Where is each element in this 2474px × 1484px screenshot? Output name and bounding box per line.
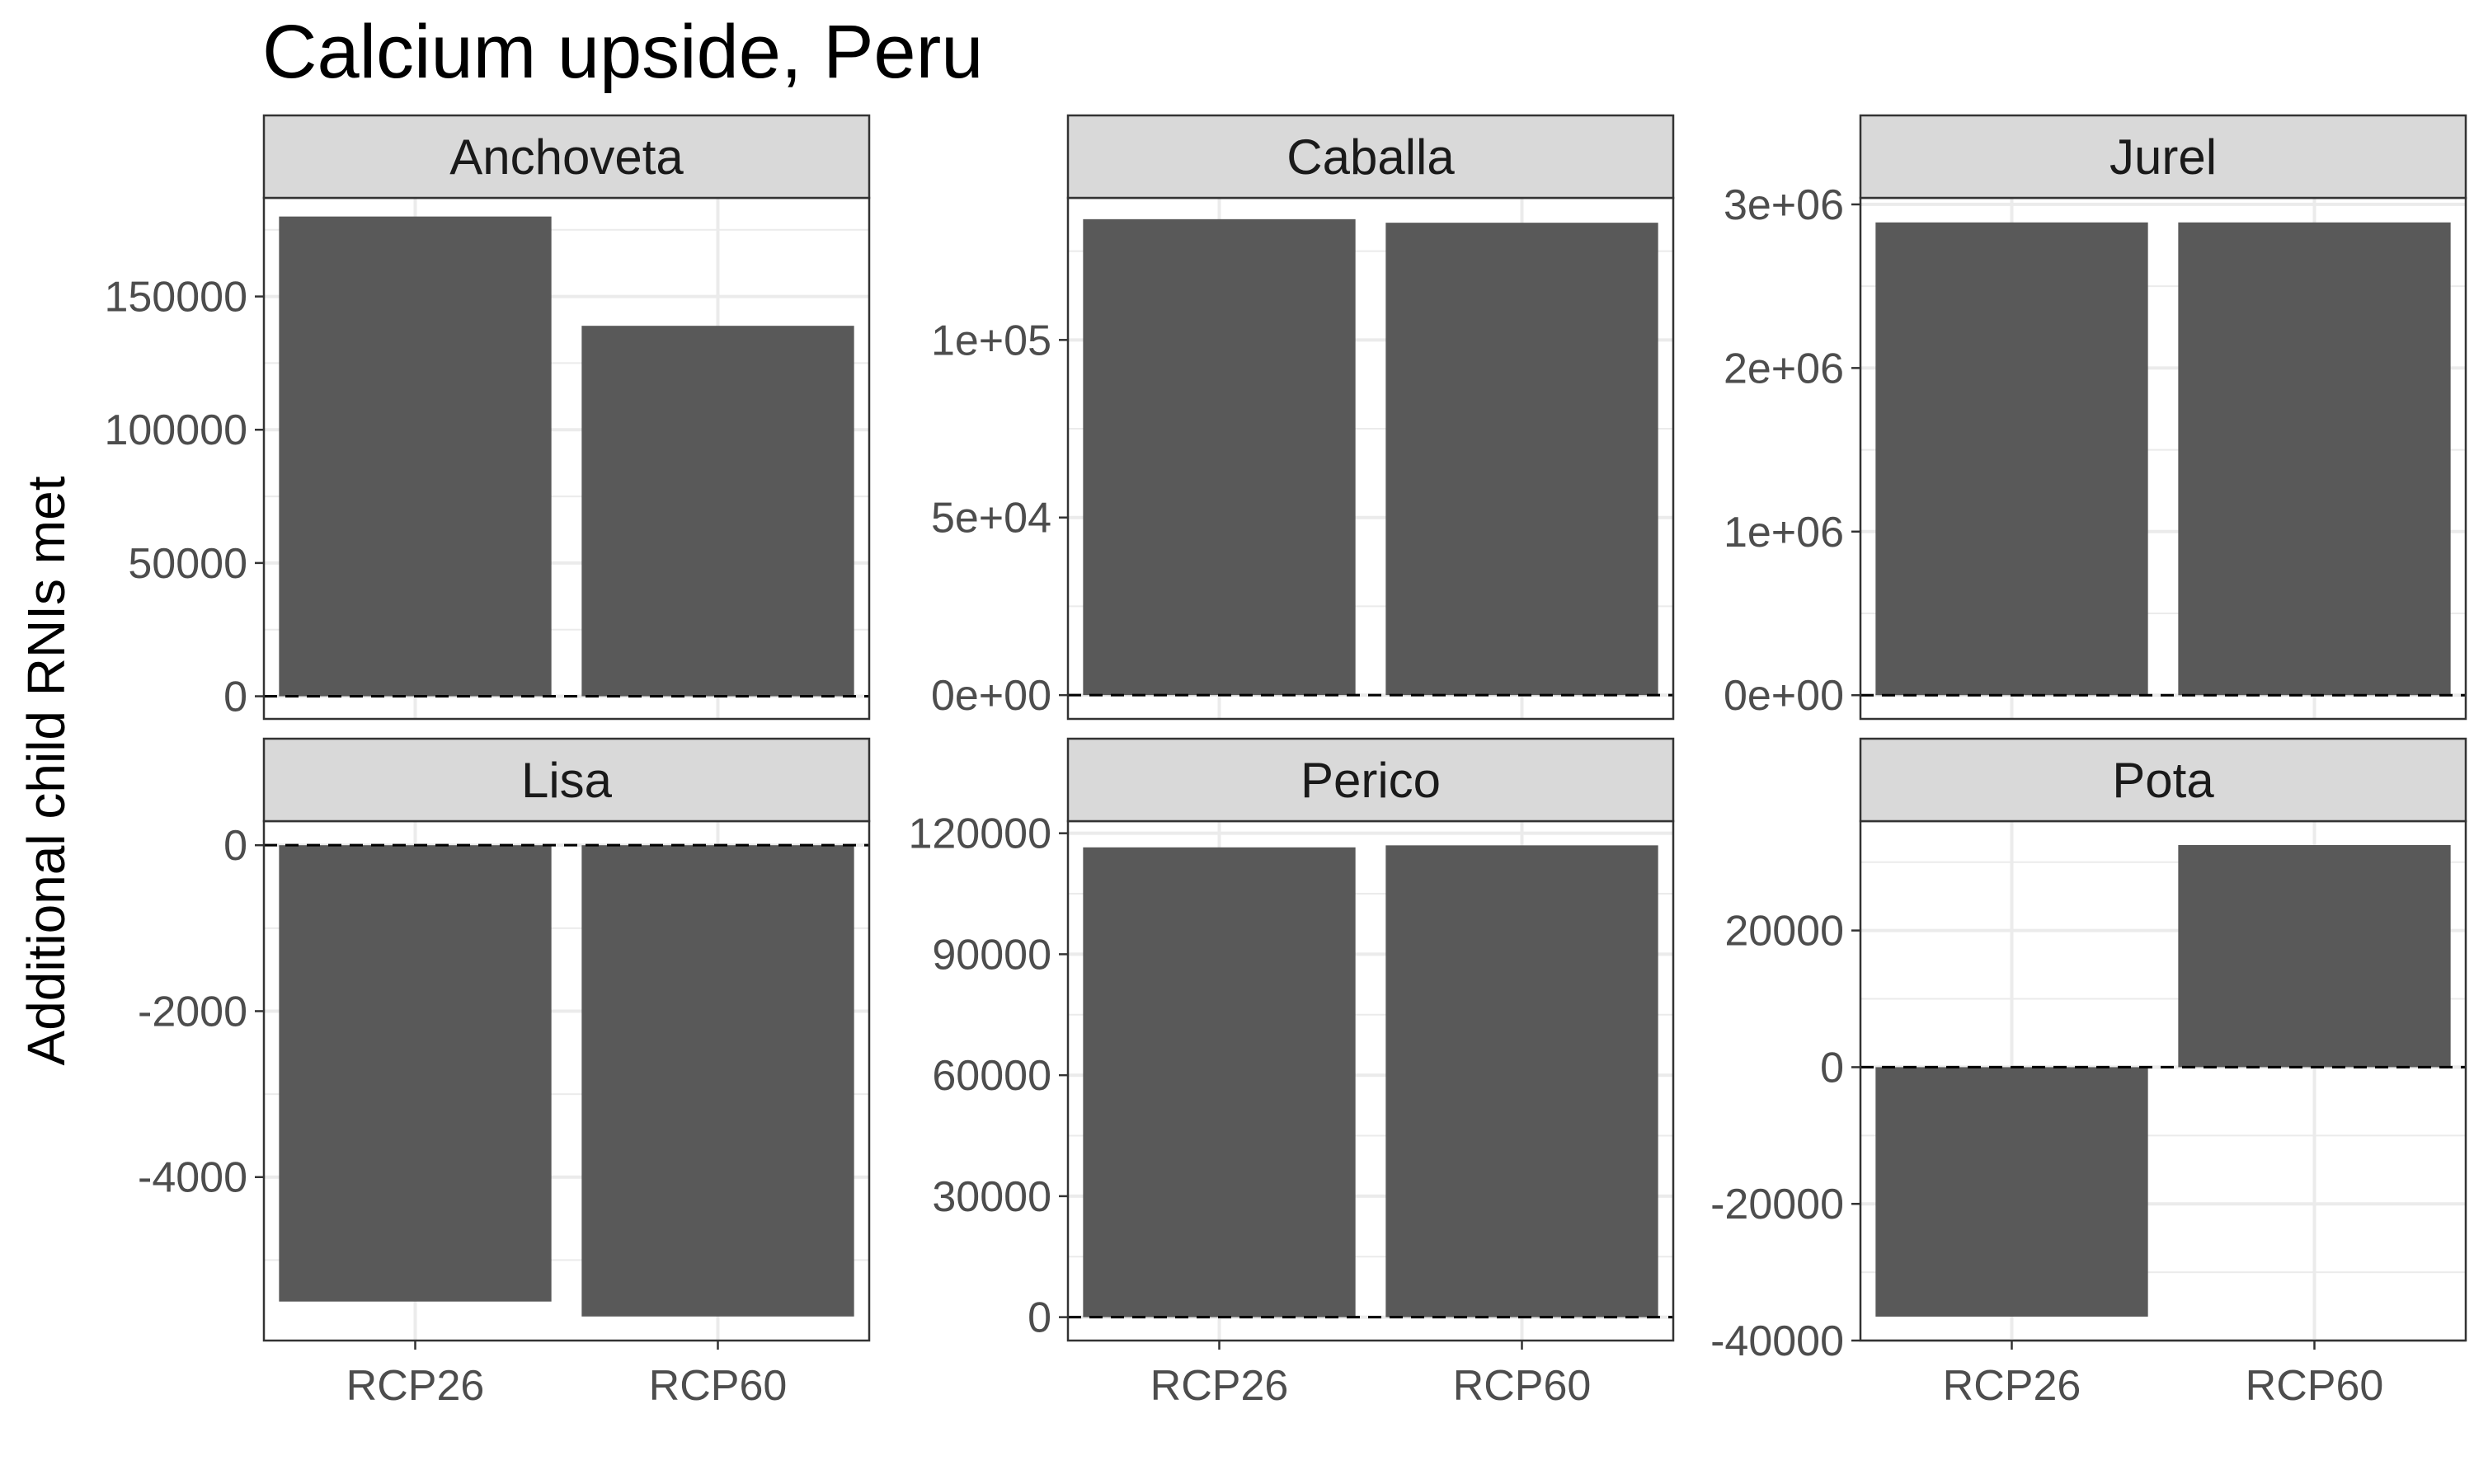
y-tick-label: 30000 <box>932 1173 1051 1221</box>
facet-strip <box>1859 114 2467 200</box>
y-tick-label: 0 <box>223 674 247 721</box>
bar-perico-rcp60 <box>1385 845 1658 1317</box>
facet-label: Caballa <box>1286 129 1455 185</box>
bar-anchoveta-rcp60 <box>581 326 854 697</box>
y-tick-label: 20000 <box>1724 908 1844 956</box>
facet-strip <box>1066 737 1675 823</box>
chart-title: Calcium upside, Peru <box>262 10 983 94</box>
y-tick-label: 50000 <box>128 540 247 588</box>
facet-strip <box>1066 114 1675 200</box>
x-tick-label: RCP26 <box>1943 1362 2081 1410</box>
y-tick-label: 2e+06 <box>1724 345 1844 392</box>
y-tick-label: 1e+06 <box>1724 509 1844 556</box>
bar-caballa-rcp60 <box>1385 223 1658 696</box>
y-tick-label: 3e+06 <box>1724 181 1844 229</box>
facet-caballa: Caballa 0e+00 5e+04 1e+05 <box>931 114 1675 721</box>
facet-anchoveta: Anchoveta 0 50000 100000 150000 <box>104 114 871 721</box>
facet-perico: Perico 0 30000 60000 90000 120000 RCP26 RCP60 <box>908 737 1675 1410</box>
facet-label: Perico <box>1300 753 1441 808</box>
bar-caballa-rcp26 <box>1083 218 1356 696</box>
x-tick-label: RCP26 <box>346 1362 485 1410</box>
x-tick-label: RCP60 <box>649 1362 788 1410</box>
bar-pota-rcp26 <box>1875 1067 2148 1317</box>
y-tick-label: 150000 <box>104 274 247 322</box>
x-tick-label: RCP60 <box>1453 1362 1592 1410</box>
y-tick-label: 1e+05 <box>931 317 1051 364</box>
y-tick-label: -40000 <box>1710 1317 1844 1365</box>
y-tick-label: -2000 <box>138 988 247 1036</box>
y-tick-label: 5e+04 <box>931 495 1051 542</box>
facet-label: Lisa <box>521 753 613 808</box>
y-tick-label: 60000 <box>932 1052 1051 1100</box>
bar-lisa-rcp60 <box>581 845 854 1317</box>
facet-strip <box>262 737 871 823</box>
x-tick-label: RCP26 <box>1150 1362 1289 1410</box>
facet-lisa: Lisa -4000 -2000 0 RCP26 RCP60 <box>138 737 871 1410</box>
facet-strip <box>1859 737 2467 823</box>
y-tick-label: 0e+00 <box>1724 672 1844 720</box>
facet-label: Pota <box>2112 753 2214 808</box>
facet-label: Jurel <box>2109 129 2217 185</box>
y-tick-label: 100000 <box>104 406 247 454</box>
bar-jurel-rcp60 <box>2178 222 2451 696</box>
facet-strip <box>262 114 871 200</box>
bar-anchoveta-rcp26 <box>279 216 552 697</box>
bar-jurel-rcp26 <box>1875 222 2148 696</box>
y-tick-label: 0 <box>223 822 247 870</box>
y-tick-label: 90000 <box>932 931 1051 979</box>
bar-pota-rcp60 <box>2178 845 2451 1068</box>
x-tick-label: RCP60 <box>2246 1362 2384 1410</box>
y-tick-label: 0 <box>1820 1044 1844 1092</box>
y-tick-label: -20000 <box>1710 1181 1844 1228</box>
y-axis-label: Additional child RNIs met <box>16 476 76 1065</box>
bar-lisa-rcp26 <box>279 845 552 1302</box>
facet-jurel: Jurel 0e+00 1e+06 2e+06 3e+06 <box>1724 114 2467 721</box>
facet-pota: Pota -40000 -20000 0 20000 RCP26 RCP60 <box>1710 737 2467 1410</box>
facet-label: Anchoveta <box>449 129 684 185</box>
y-tick-label: 0e+00 <box>931 672 1051 720</box>
facet-panels: Anchoveta 0 50000 100000 150000 Caballa 0e+00 5… <box>104 114 2467 1410</box>
y-tick-label: 0 <box>1028 1294 1051 1342</box>
y-tick-label: -4000 <box>138 1154 247 1202</box>
y-tick-label: 120000 <box>908 810 1051 858</box>
bar-perico-rcp26 <box>1083 847 1356 1317</box>
